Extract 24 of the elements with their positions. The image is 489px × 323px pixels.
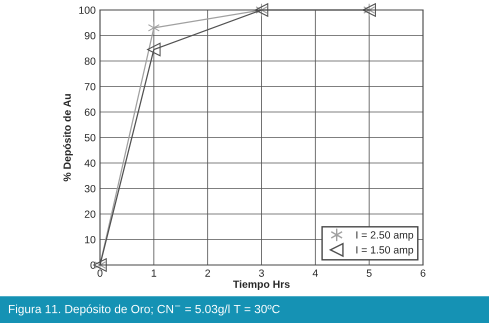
legend-label: I = 2.50 amp bbox=[356, 231, 414, 241]
y-tick-label: 20 bbox=[84, 210, 96, 218]
x-tick-label: 6 bbox=[420, 269, 426, 277]
point bbox=[148, 21, 160, 35]
y-tick-label: 60 bbox=[84, 108, 96, 116]
text: Figura 11. Depósito de Oro; CN$^{−}$ = 5.03g/l T = 30ºC bbox=[8, 304, 280, 316]
x-tick-label: 0 bbox=[98, 269, 102, 277]
point bbox=[147, 42, 161, 56]
y-tick-label: 90 bbox=[84, 32, 96, 40]
x-tick-label: 3 bbox=[259, 269, 264, 277]
y-tick-label: 70 bbox=[84, 83, 96, 90]
x-tick-label: 2 bbox=[205, 269, 210, 277]
y-tick-label: 50 bbox=[84, 134, 96, 142]
y-tick-label: 100 bbox=[79, 6, 96, 14]
x-tick-label: 4 bbox=[312, 270, 318, 277]
y-axis-title: % Depósito de Au bbox=[63, 94, 73, 182]
y-tick-label: 30 bbox=[84, 185, 96, 192]
x-tick-label: 5 bbox=[366, 270, 372, 277]
x-axis-title: Tiempo Hrs bbox=[233, 280, 290, 290]
x-tick-label: 1 bbox=[152, 270, 156, 277]
y-tick-label: 10 bbox=[85, 236, 96, 244]
y-tick-label: 40 bbox=[84, 160, 96, 167]
legend-label: I = 1.50 amp bbox=[356, 246, 414, 256]
y-tick-label: 80 bbox=[84, 58, 96, 65]
